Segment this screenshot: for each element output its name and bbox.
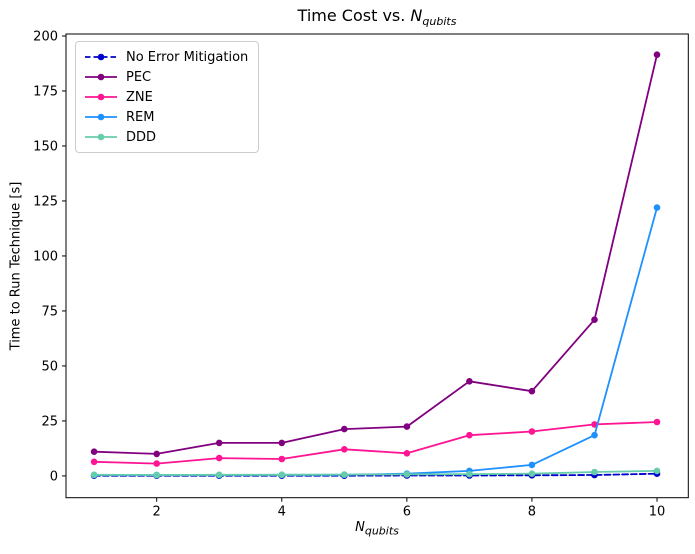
chart-title: Time Cost vs. Nqubits: [66, 6, 688, 28]
series-marker-zne: [215, 454, 223, 462]
series-marker-pec: [90, 448, 98, 456]
series-marker-pec: [278, 439, 286, 447]
series-marker-pec: [341, 425, 348, 433]
series-marker-pec: [466, 378, 473, 385]
series-marker-ddd: [466, 470, 473, 478]
y-tick-label: 200: [33, 29, 58, 44]
series-marker-zne: [153, 460, 160, 467]
series-marker-zne: [528, 428, 536, 435]
y-tick-label: 50: [41, 359, 58, 374]
legend-label-rem: REM: [126, 109, 155, 125]
y-tick-label: 125: [33, 194, 58, 209]
series-marker-ddd: [215, 471, 223, 479]
x-tick-label: 6: [403, 505, 411, 520]
series-marker-zne: [341, 446, 348, 453]
legend-label-no-error-mitigation: No Error Mitigation: [126, 49, 249, 65]
y-tick-label: 75: [41, 304, 58, 319]
legend-line-sample-zne: [85, 93, 117, 101]
legend-label-pec: PEC: [126, 69, 152, 85]
legend-line-sample-rem: [85, 113, 117, 121]
series-marker-pec: [528, 387, 536, 395]
y-tick-label: 25: [41, 414, 58, 429]
series-marker-pec: [653, 51, 661, 58]
series-marker-ddd: [278, 471, 286, 479]
series-marker-pec: [591, 316, 598, 324]
legend-item-rem: REM: [84, 107, 248, 127]
series-marker-ddd: [528, 470, 536, 478]
series-line-zne: [93, 421, 658, 465]
series-marker-zne: [403, 450, 411, 457]
series-marker-rem: [528, 461, 536, 469]
series-marker-ddd: [403, 471, 411, 478]
series-marker-rem: [591, 431, 598, 439]
x-axis-label-subscript: qubits: [364, 524, 399, 538]
chart-title-var: N: [410, 6, 423, 25]
legend-item-no-error-mitigation: No Error Mitigation: [84, 47, 248, 67]
series-marker-ddd: [591, 468, 598, 476]
series-marker-pec: [403, 423, 411, 430]
x-axis-label-var: N: [355, 520, 365, 535]
legend-item-pec: PEC: [84, 67, 248, 87]
series-marker-pec: [215, 439, 223, 447]
series-marker-zne: [653, 418, 661, 426]
series-marker-ddd: [341, 471, 348, 478]
series-marker-zne: [278, 455, 286, 463]
legend-label-ddd: DDD: [126, 129, 157, 145]
series-marker-ddd: [653, 467, 661, 475]
legend-item-zne: ZNE: [84, 87, 248, 107]
legend-line-sample-pec: [85, 73, 117, 81]
y-tick-label: 0: [50, 469, 58, 484]
series-marker-rem: [653, 204, 661, 211]
y-tick-label: 175: [33, 84, 58, 99]
x-axis-label: Nqubits: [66, 520, 688, 538]
series-marker-ddd: [90, 471, 98, 479]
legend-line-sample-no-error-mitigation: [85, 53, 117, 61]
legend-item-ddd: DDD: [84, 127, 248, 147]
y-tick-label: 150: [33, 139, 58, 154]
legend-label-zne: ZNE: [126, 89, 153, 105]
chart-title-subscript: qubits: [422, 15, 457, 29]
y-tick-label: 100: [33, 249, 58, 264]
x-tick-label: 4: [278, 505, 286, 520]
x-tick-label: 2: [153, 505, 161, 520]
legend: No Error Mitigation PEC ZNE REM DDD: [75, 41, 260, 153]
legend-line-sample-ddd: [85, 133, 117, 141]
series-marker-zne: [466, 431, 473, 439]
y-axis-label: Time to Run Technique [s]: [8, 181, 24, 351]
series-marker-ddd: [153, 471, 160, 479]
series-line-pec: [93, 53, 658, 455]
series-marker-zne: [90, 458, 98, 466]
x-tick-label: 10: [649, 505, 666, 520]
chart-title-text: Time Cost vs.: [297, 6, 411, 25]
x-tick-label: 8: [528, 505, 536, 520]
series-line-ddd: [93, 469, 658, 476]
series-marker-pec: [153, 450, 160, 458]
